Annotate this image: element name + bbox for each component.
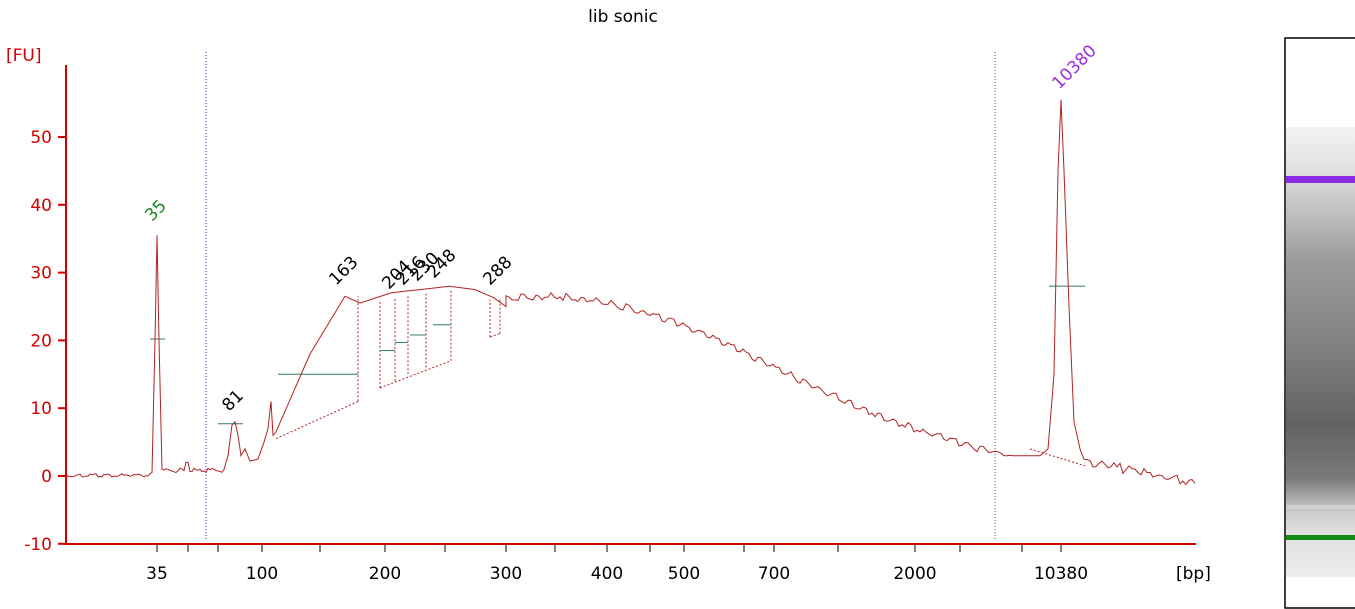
y-axis-label: [FU]	[6, 46, 42, 66]
peak-label: 35	[141, 196, 170, 225]
peak-baseline	[1029, 448, 1086, 467]
y-tick-label: 30	[30, 264, 52, 284]
peak-baseline	[379, 360, 452, 389]
peak-label: 81	[218, 386, 247, 415]
chart-title: lib sonic	[588, 7, 658, 27]
x-tick-label: 300	[490, 564, 522, 584]
x-tick-label: 35	[146, 564, 168, 584]
y-tick-label: 50	[30, 128, 52, 148]
peak-label: 10380	[1048, 41, 1100, 93]
y-tick-label: 40	[30, 196, 52, 216]
gel-band-upper-marker	[1286, 176, 1355, 183]
gel-band-lower-marker	[1286, 535, 1355, 540]
y-tick-label: -10	[24, 535, 52, 555]
x-tick-label: 200	[369, 564, 401, 584]
peak-baseline	[489, 333, 501, 338]
x-tick-label: 100	[246, 564, 278, 584]
peak-label: 288	[479, 252, 516, 289]
x-tick-label: 500	[668, 564, 700, 584]
peak-label: 163	[325, 252, 362, 289]
y-tick-label: 10	[30, 399, 52, 419]
y-axis-ticks: -10 0 10 20 30 40 50	[24, 128, 66, 555]
x-tick-label: 700	[758, 564, 790, 584]
gel-lane-panel	[1284, 37, 1355, 609]
peak-baseline	[275, 400, 359, 440]
x-axis-label: [bp]	[1176, 564, 1211, 584]
y-tick-label: 20	[30, 331, 52, 351]
electropherogram-trace	[65, 99, 1196, 486]
gel-lane-smear	[1286, 127, 1355, 577]
peak-fit-overlays	[150, 285, 1086, 467]
gel-band-lower-marker-2	[1286, 505, 1355, 509]
x-tick-label: 400	[591, 564, 623, 584]
x-tick-label: 2000	[893, 564, 936, 584]
y-tick-label: 0	[41, 467, 52, 487]
x-axis-ticks: 35 100 200 300 400 500 700 2000 10380	[146, 544, 1088, 584]
x-tick-label: 10380	[1034, 564, 1088, 584]
